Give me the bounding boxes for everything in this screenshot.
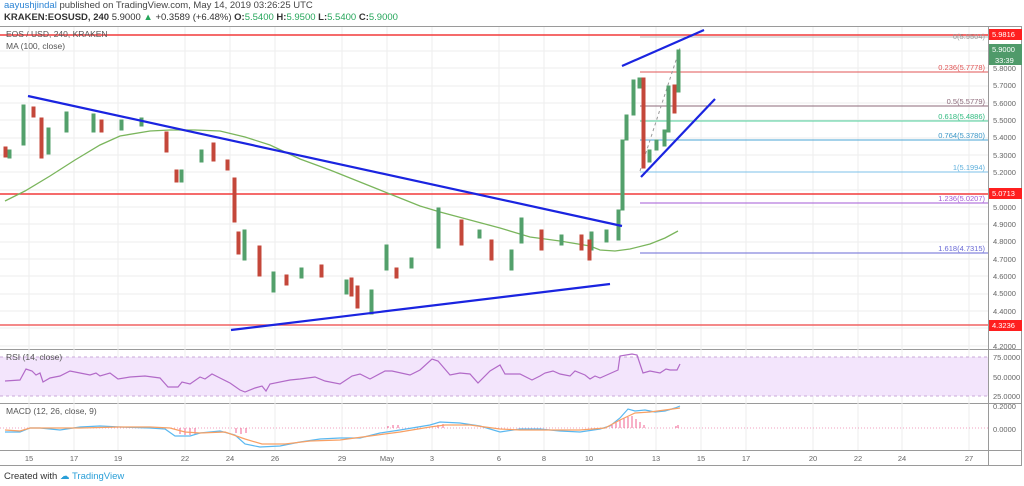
svg-text:5.5000: 5.5000: [993, 116, 1016, 125]
badge-last-price: 5.9000: [992, 45, 1015, 54]
ma-100-line: [4, 129, 679, 252]
footer: Created with ☁ TradingView: [4, 471, 124, 482]
svg-text:5.8000: 5.8000: [993, 64, 1016, 73]
change-value: +0.3589 (+6.48%): [155, 12, 232, 23]
price-badges: 5.9816 5.9000 33:39 5.0713 4.3236: [989, 29, 1022, 331]
svg-text:17: 17: [70, 454, 78, 463]
svg-text:10: 10: [585, 454, 593, 463]
svg-text:5.6000: 5.6000: [993, 99, 1016, 108]
high-value: 5.9500: [286, 12, 316, 23]
svg-text:24: 24: [898, 454, 906, 463]
svg-text:0(5.9504): 0(5.9504): [953, 32, 986, 41]
svg-text:3: 3: [430, 454, 434, 463]
channel-lower-trendline: [640, 98, 716, 178]
svg-text:5.4000: 5.4000: [993, 133, 1016, 142]
badge-resistance-mid: 5.0713: [992, 189, 1015, 198]
svg-text:22: 22: [181, 454, 189, 463]
svg-text:19: 19: [114, 454, 122, 463]
macd-pane: [0, 405, 988, 448]
symbol-info: KRAKEN:EOSUSD, 240 5.9000 ▲ +0.3589 (+6.…: [4, 12, 398, 23]
svg-text:4.7000: 4.7000: [993, 255, 1016, 264]
svg-text:4.8000: 4.8000: [993, 237, 1016, 246]
up-arrow-icon: ▲: [143, 12, 153, 23]
channel-upper-trendline: [621, 28, 705, 68]
svg-text:29: 29: [338, 454, 346, 463]
svg-text:20: 20: [809, 454, 817, 463]
svg-text:5.0000: 5.0000: [993, 203, 1016, 212]
candles-bull: [7, 49, 681, 315]
publish-info: aayushjindal published on TradingView.co…: [4, 0, 313, 12]
tradingview-cloud-icon: ☁: [59, 471, 70, 482]
last-price: 5.9000: [111, 12, 141, 23]
fibonacci-retracement[interactable]: [639, 36, 988, 254]
svg-text:17: 17: [742, 454, 750, 463]
macd-tick-02: 0.2000: [993, 402, 1016, 411]
open-value: 5.5400: [244, 12, 274, 23]
svg-text:15: 15: [25, 454, 33, 463]
candlesticks: [3, 49, 681, 315]
svg-text:4.6000: 4.6000: [993, 272, 1016, 281]
main-pane-title: EOS / USD, 240, KRAKEN: [6, 29, 108, 39]
macd-tick-0: 0.0000: [993, 425, 1016, 434]
svg-text:4.4000: 4.4000: [993, 307, 1016, 316]
svg-text:13: 13: [652, 454, 660, 463]
svg-text:5.2000: 5.2000: [993, 168, 1016, 177]
svg-text:0.618(5.4886): 0.618(5.4886): [938, 112, 985, 121]
ascending-support-trendline: [230, 282, 611, 332]
horizontal-levels[interactable]: [0, 34, 988, 326]
svg-text:24: 24: [226, 454, 234, 463]
ma-legend: MA (100, close): [6, 41, 66, 51]
symbol-label: KRAKEN:EOSUSD, 240: [4, 12, 110, 23]
svg-text:8: 8: [542, 454, 546, 463]
descending-trendline: [27, 94, 623, 228]
svg-text:0.5(5.5779): 0.5(5.5779): [947, 97, 986, 106]
svg-text:27: 27: [965, 454, 973, 463]
badge-resistance-top: 5.9816: [992, 30, 1015, 39]
time-axis[interactable]: 15 17 19 22 24 26 29 May 3 6 8 10 13 15 17 20 22 24 …: [25, 454, 973, 463]
low-value: 5.5400: [327, 12, 357, 23]
rsi-pane: [0, 353, 988, 397]
trendlines[interactable]: [27, 28, 716, 332]
pane-frames: [0, 26, 1022, 466]
svg-text:4.5000: 4.5000: [993, 289, 1016, 298]
badge-countdown: 33:39: [995, 56, 1014, 65]
price-axis[interactable]: 5.8000 5.7000 5.6000 5.5000 5.4000 5.3000 5.…: [993, 64, 1016, 351]
svg-text:5.3000: 5.3000: [993, 151, 1016, 160]
svg-text:15: 15: [697, 454, 705, 463]
svg-text:0.764(5.3780): 0.764(5.3780): [938, 131, 985, 140]
fib-labels: 0(5.9504) 0.236(5.7778) 0.5(5.5779) 0.61…: [938, 32, 985, 253]
macd-legend: MACD (12, 26, close, 9): [6, 406, 97, 416]
svg-text:4.9000: 4.9000: [993, 220, 1016, 229]
candles-bear: [3, 77, 677, 309]
svg-text:4.2000: 4.2000: [993, 342, 1016, 351]
rsi-tick-75: 75.0000: [993, 353, 1020, 362]
author-link[interactable]: aayushjindal: [4, 0, 57, 11]
created-with-text: Created with: [4, 471, 58, 482]
svg-text:6: 6: [497, 454, 501, 463]
svg-text:0.236(5.7778): 0.236(5.7778): [938, 63, 985, 72]
svg-text:26: 26: [271, 454, 279, 463]
svg-text:1.618(4.7315): 1.618(4.7315): [938, 244, 985, 253]
tradingview-link[interactable]: TradingView: [71, 471, 125, 482]
svg-text:1.236(5.0207): 1.236(5.0207): [938, 194, 985, 203]
svg-text:May: May: [380, 454, 394, 463]
rsi-legend: RSI (14, close): [6, 352, 63, 362]
svg-text:22: 22: [854, 454, 862, 463]
rsi-tick-25: 25.0000: [993, 392, 1020, 401]
svg-text:5.7000: 5.7000: [993, 81, 1016, 90]
close-value: 5.9000: [368, 12, 398, 23]
rsi-tick-50: 50.0000: [993, 373, 1020, 382]
published-text: published on TradingView.com, May 14, 20…: [59, 0, 313, 11]
badge-support-low: 4.3236: [992, 321, 1015, 330]
svg-text:1(5.1994): 1(5.1994): [953, 163, 986, 172]
